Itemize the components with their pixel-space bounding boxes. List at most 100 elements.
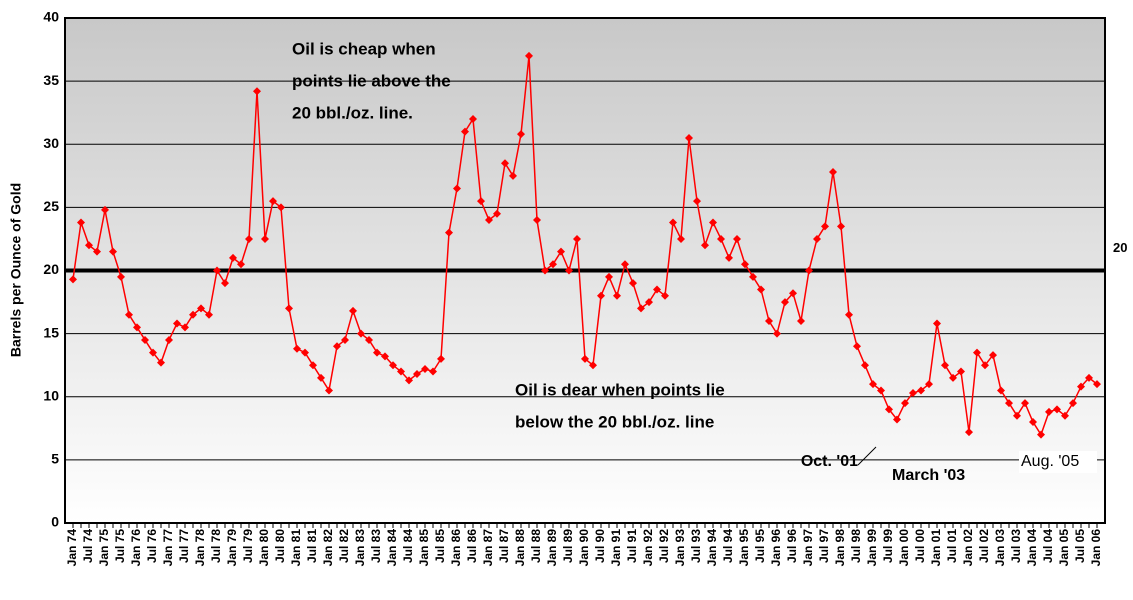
annotation-arrow (857, 446, 877, 466)
x-tick-label: Jan 84 (385, 529, 399, 567)
x-tick-label: Jan 92 (641, 529, 655, 567)
marker (709, 218, 717, 227)
y-tick-label: 10 (43, 387, 59, 403)
annotation: Aug. '05 (1021, 453, 1079, 470)
x-tick-label: Jul 88 (529, 529, 543, 563)
x-tick-label: Jul 86 (465, 529, 479, 563)
marker (389, 361, 397, 370)
x-tick-label: Jul 94 (721, 529, 735, 563)
marker (621, 260, 629, 269)
marker (741, 260, 749, 269)
marker (821, 222, 829, 231)
y-tick-label: 20 (43, 261, 59, 277)
marker (901, 399, 909, 408)
x-tick-label: Jul 87 (497, 529, 511, 563)
x-tick-label: Jul 82 (337, 529, 351, 563)
x-tick-label: Jul 74 (81, 529, 95, 563)
marker (589, 361, 597, 370)
marker (1085, 373, 1093, 382)
marker (445, 228, 453, 237)
x-tick-label: Jul 84 (401, 529, 415, 563)
x-tick-label: Jul 93 (689, 529, 703, 563)
marker (197, 304, 205, 313)
marker (245, 234, 253, 243)
x-tick-label: Jan 82 (321, 529, 335, 567)
marker (717, 234, 725, 243)
marker (277, 203, 285, 212)
x-tick-label: Jan 02 (961, 529, 975, 567)
marker (749, 272, 757, 281)
x-tick-label: Jan 01 (929, 529, 943, 567)
x-tick-label: Jan 05 (1057, 529, 1071, 567)
marker (213, 266, 221, 275)
annotation: Oil is dear when points lie (515, 380, 725, 399)
marker (973, 348, 981, 357)
marker (1021, 399, 1029, 408)
marker (285, 304, 293, 313)
marker (1053, 405, 1061, 414)
x-tick-label: Jan 93 (673, 529, 687, 567)
marker (853, 342, 861, 351)
marker (301, 348, 309, 357)
y-axis-label: Barrels per Ounce of Gold (8, 183, 24, 357)
marker (581, 354, 589, 363)
marker (341, 335, 349, 344)
marker (789, 289, 797, 298)
marker (813, 234, 821, 243)
annotation: Oct. '01 (801, 453, 858, 470)
marker (517, 130, 525, 139)
marker (101, 205, 109, 214)
x-tick-label: Jan 88 (513, 529, 527, 567)
x-tick-label: Jul 00 (913, 529, 927, 563)
marker (349, 306, 357, 315)
x-tick-label: Jan 90 (577, 529, 591, 567)
x-tick-label: Jan 97 (801, 529, 815, 567)
marker (869, 380, 877, 389)
y-tick-label: 0 (51, 514, 59, 530)
marker (1045, 407, 1053, 416)
x-tick-label: Jan 89 (545, 529, 559, 567)
x-tick-label: Jul 95 (753, 529, 767, 563)
x-tick-label: Jul 83 (369, 529, 383, 563)
x-tick-label: Jul 04 (1041, 529, 1055, 563)
x-tick-label: Jan 98 (833, 529, 847, 567)
marker (293, 344, 301, 353)
x-tick-label: Jan 80 (257, 529, 271, 567)
marker (925, 380, 933, 389)
marker (1069, 399, 1077, 408)
marker (181, 323, 189, 332)
marker (1093, 380, 1101, 389)
marker (701, 241, 709, 250)
marker (141, 335, 149, 344)
marker (469, 115, 477, 123)
marker (325, 386, 333, 395)
x-tick-label: Jan 06 (1089, 529, 1103, 567)
marker (333, 342, 341, 351)
x-tick-label: Jan 99 (865, 529, 879, 567)
marker (565, 266, 573, 275)
marker (493, 209, 501, 218)
marker (373, 348, 381, 357)
x-tick-label: Jul 01 (945, 529, 959, 563)
marker (485, 216, 493, 224)
marker (845, 310, 853, 319)
marker (77, 218, 85, 227)
marker (533, 216, 541, 224)
marker (421, 364, 429, 373)
marker (317, 373, 325, 382)
marker (173, 319, 181, 328)
annotation: Oil is cheap when (292, 39, 436, 58)
marker (693, 197, 701, 206)
annotation-bg (1019, 451, 1097, 473)
marker (261, 234, 269, 243)
x-tick-label: Jan 95 (737, 529, 751, 567)
marker (69, 275, 77, 284)
marker (893, 415, 901, 424)
marker (805, 266, 813, 275)
marker (109, 247, 117, 256)
marker (781, 298, 789, 307)
x-tick-label: Jul 03 (1009, 529, 1023, 563)
marker (997, 386, 1005, 395)
y-tick-label: 25 (43, 198, 59, 214)
marker (85, 241, 93, 250)
